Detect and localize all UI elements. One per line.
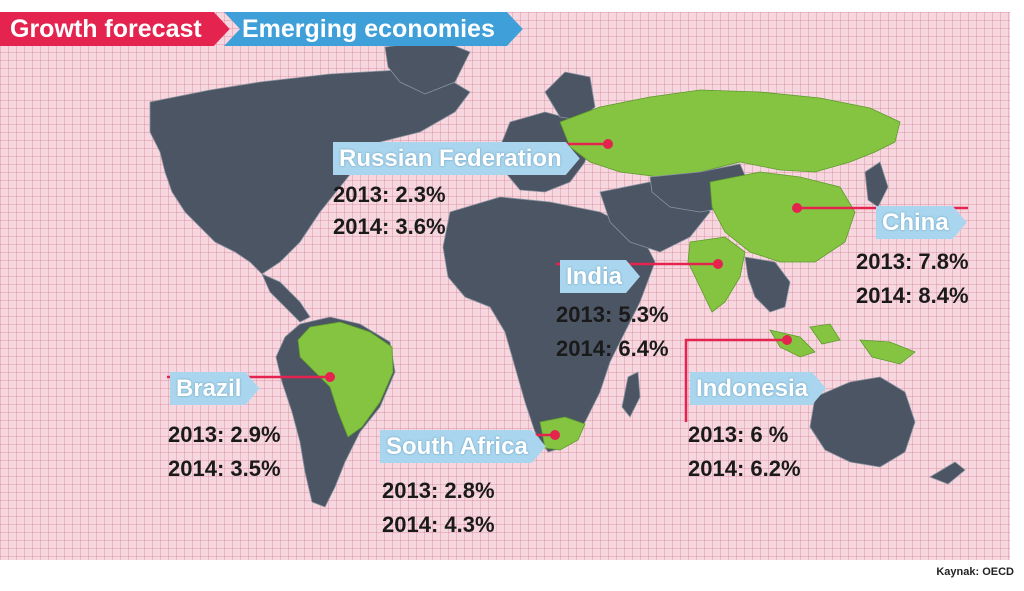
indonesia-shape-3 — [859, 339, 916, 365]
indonesia-shape — [769, 329, 816, 358]
indonesia-2013: 2013: 6 % — [688, 422, 789, 447]
australia — [809, 376, 916, 468]
india-shape — [687, 236, 746, 313]
india-label: India — [560, 260, 640, 293]
japan — [864, 161, 889, 208]
russia-shape — [559, 89, 901, 178]
south-africa-label: South Africa — [380, 430, 546, 463]
russia-2013: 2013: 2.3% — [333, 182, 446, 207]
brazil-2013: 2013: 2.9% — [168, 422, 281, 447]
madagascar — [621, 371, 641, 418]
china-shape — [709, 171, 856, 263]
source-credit: Kaynak: OECD — [936, 566, 1014, 578]
south-africa-2013: 2013: 2.8% — [382, 478, 495, 503]
india-2013: 2013: 5.3% — [556, 302, 669, 327]
indonesia-2014: 2014: 6.2% — [688, 456, 801, 481]
china-2014: 2014: 8.4% — [856, 283, 969, 308]
china-2013: 2013: 7.8% — [856, 249, 969, 274]
russia-2014: 2014: 3.6% — [333, 214, 446, 239]
south-africa-2014: 2014: 4.3% — [382, 512, 495, 537]
brazil-2014: 2014: 3.5% — [168, 456, 281, 481]
new-zealand — [929, 461, 966, 485]
china-label: China — [876, 206, 967, 239]
southeast-asia — [744, 256, 791, 313]
world-map — [149, 39, 968, 508]
growth-forecast-tag: Growth forecast — [0, 12, 230, 46]
emerging-economies-tag: Emerging economies — [224, 12, 523, 46]
map-panel — [0, 12, 1010, 560]
india-2014: 2014: 6.4% — [556, 336, 669, 361]
central-america — [261, 273, 311, 323]
indonesia-shape-2 — [809, 323, 841, 345]
south-africa-shape — [539, 416, 586, 451]
indonesia-label: Indonesia — [690, 372, 826, 405]
scandinavia — [544, 71, 596, 121]
russia-label: Russian Federation — [333, 142, 580, 175]
brazil-shape — [297, 321, 394, 438]
brazil-label: Brazil — [170, 372, 259, 405]
